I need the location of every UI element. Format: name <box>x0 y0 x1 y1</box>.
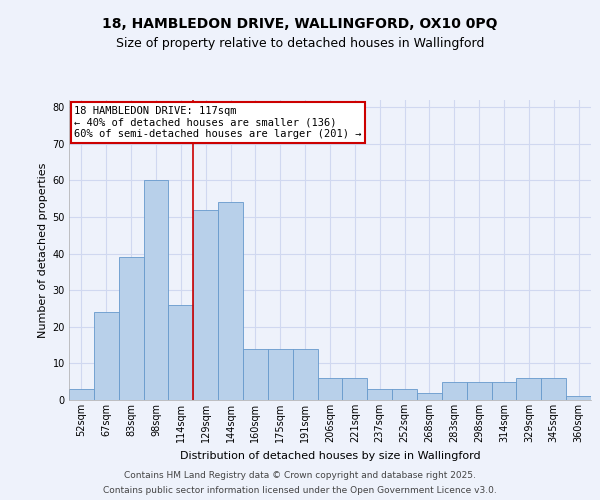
Bar <box>293 349 317 400</box>
Bar <box>218 202 243 400</box>
Bar <box>566 396 591 400</box>
Bar <box>392 389 417 400</box>
Bar <box>442 382 467 400</box>
Y-axis label: Number of detached properties: Number of detached properties <box>38 162 48 338</box>
Text: 18, HAMBLEDON DRIVE, WALLINGFORD, OX10 0PQ: 18, HAMBLEDON DRIVE, WALLINGFORD, OX10 0… <box>102 18 498 32</box>
Bar <box>317 378 343 400</box>
Text: Size of property relative to detached houses in Wallingford: Size of property relative to detached ho… <box>116 38 484 51</box>
Bar <box>517 378 541 400</box>
Bar <box>367 389 392 400</box>
Text: 18 HAMBLEDON DRIVE: 117sqm
← 40% of detached houses are smaller (136)
60% of sem: 18 HAMBLEDON DRIVE: 117sqm ← 40% of deta… <box>74 106 362 139</box>
Bar <box>417 392 442 400</box>
Bar <box>343 378 367 400</box>
Bar <box>193 210 218 400</box>
X-axis label: Distribution of detached houses by size in Wallingford: Distribution of detached houses by size … <box>179 450 481 460</box>
Text: Contains HM Land Registry data © Crown copyright and database right 2025.: Contains HM Land Registry data © Crown c… <box>124 471 476 480</box>
Bar <box>491 382 517 400</box>
Bar <box>119 258 143 400</box>
Bar <box>467 382 491 400</box>
Bar <box>169 305 193 400</box>
Bar <box>94 312 119 400</box>
Bar <box>268 349 293 400</box>
Text: Contains public sector information licensed under the Open Government Licence v3: Contains public sector information licen… <box>103 486 497 495</box>
Bar <box>143 180 169 400</box>
Bar <box>243 349 268 400</box>
Bar <box>541 378 566 400</box>
Bar <box>69 389 94 400</box>
